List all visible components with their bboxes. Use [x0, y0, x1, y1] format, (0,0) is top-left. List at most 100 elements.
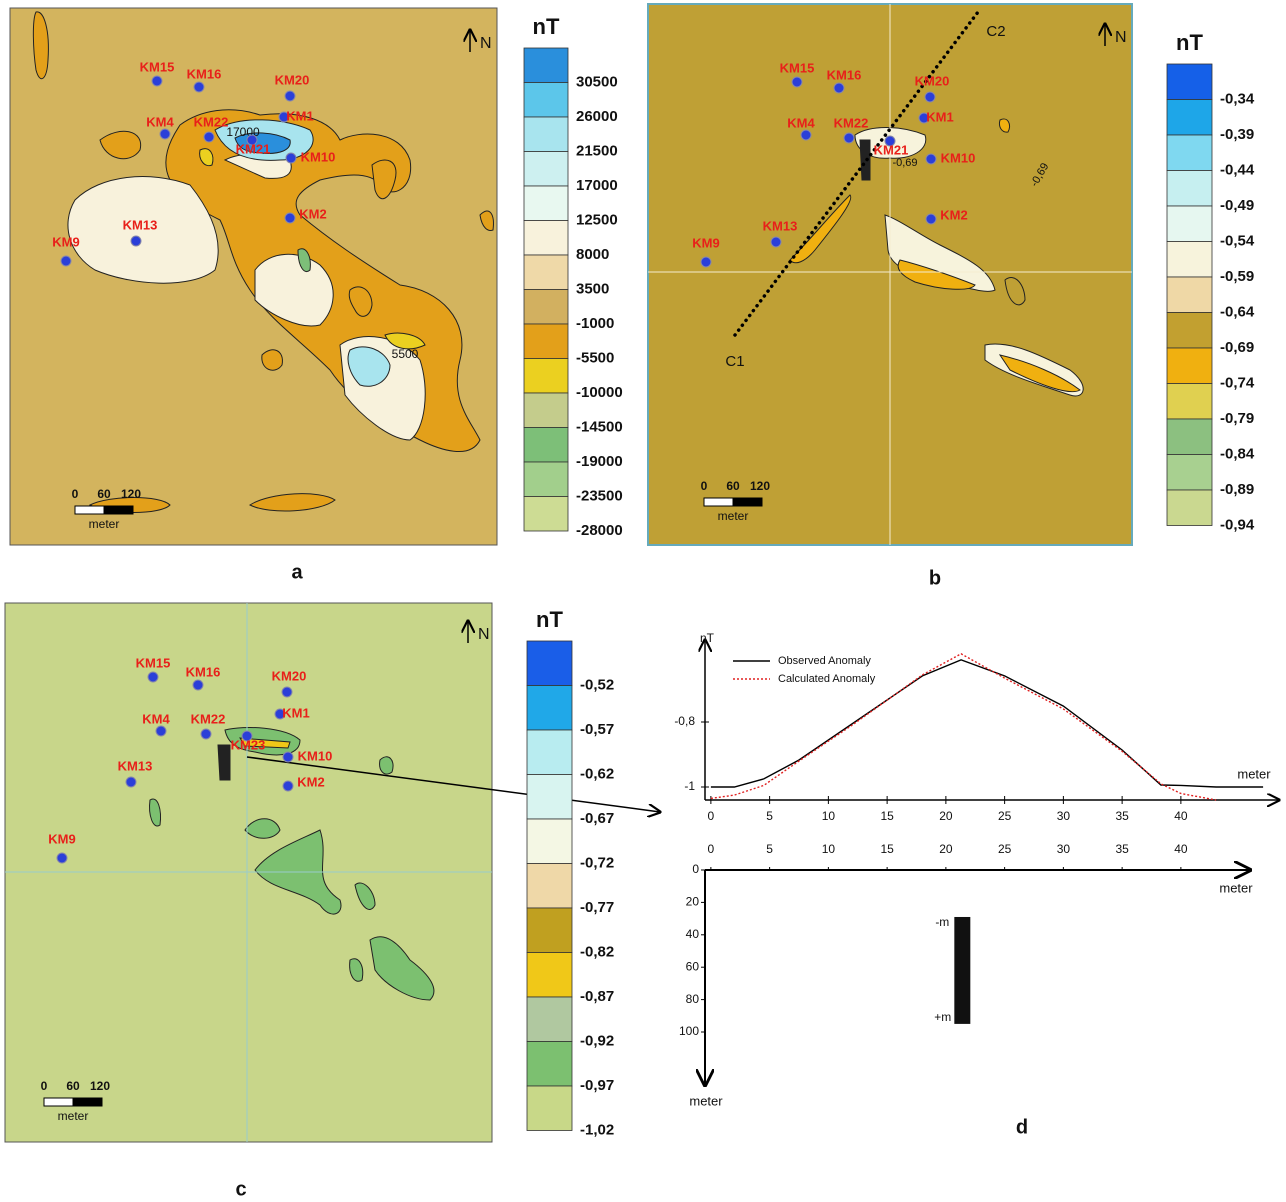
colorbar-label: -0,77 — [580, 899, 614, 916]
x-tick-label: 40 — [1174, 809, 1188, 823]
section-x-tick-label: 25 — [998, 842, 1012, 856]
station-label: KM15 — [140, 59, 175, 74]
colorbar-swatch — [527, 730, 572, 775]
section-x-tick-label: 30 — [1057, 842, 1071, 856]
colorbar-label: -1000 — [576, 315, 614, 332]
station-dot — [160, 129, 170, 139]
section-y-tick-label: 60 — [686, 959, 700, 973]
section-x-tick-label: 0 — [708, 842, 715, 856]
station-dot — [201, 729, 211, 739]
colorbar-label: -0,44 — [1220, 161, 1255, 178]
colorbar-label: -0,57 — [580, 721, 614, 738]
station-label: KM9 — [48, 831, 75, 846]
section-y-tick-label: 40 — [686, 927, 700, 941]
station-dot — [152, 76, 162, 86]
scale-label: 60 — [66, 1079, 80, 1093]
contour-label: 5500 — [392, 347, 419, 361]
x-tick-label: 5 — [766, 809, 773, 823]
colorbar-swatch — [1167, 490, 1212, 526]
colorbar-swatch — [527, 908, 572, 953]
x-tick-label: 25 — [998, 809, 1012, 823]
station-dot — [834, 83, 844, 93]
scale-label: 60 — [726, 479, 740, 493]
station-dot — [61, 256, 71, 266]
station-label: KM1 — [926, 109, 953, 124]
colorbar-swatch — [1167, 277, 1212, 313]
panel-letter: b — [929, 567, 941, 589]
station-dot — [792, 77, 802, 87]
station-label: KM16 — [827, 67, 862, 82]
colorbar-swatch — [1167, 100, 1212, 136]
colorbar-label: -0,59 — [1220, 268, 1254, 285]
north-label: N — [478, 626, 490, 643]
station-dot — [126, 777, 136, 787]
colorbar-label: -5500 — [576, 349, 614, 366]
colorbar-label: -0,49 — [1220, 197, 1254, 214]
station-dot — [926, 154, 936, 164]
colorbar-swatch — [527, 819, 572, 864]
station-label: KM21 — [236, 141, 271, 156]
colorbar-swatch — [524, 48, 568, 83]
colorbar-swatch — [524, 117, 568, 152]
panel-letter: c — [235, 1178, 246, 1200]
colorbar-label: -10000 — [576, 384, 623, 401]
colorbar-swatch — [524, 290, 568, 325]
station-label: KM21 — [874, 142, 909, 157]
source-body — [954, 917, 970, 1024]
station-label: KM23 — [231, 737, 266, 752]
north-label: N — [480, 35, 492, 52]
station-label: KM9 — [52, 234, 79, 249]
station-label: KM15 — [136, 655, 171, 670]
anomaly-contour — [262, 350, 283, 370]
section-x-tick-label: 15 — [880, 842, 894, 856]
colorbar-label: 12500 — [576, 211, 618, 228]
station-dot — [926, 214, 936, 224]
station-label: KM1 — [286, 108, 313, 123]
colorbar-label: -0,72 — [580, 854, 614, 871]
y-axis-label: nT — [700, 631, 715, 645]
colorbar-swatch — [524, 497, 568, 532]
scale-bar — [704, 498, 733, 506]
station-label: KM2 — [297, 774, 324, 789]
colorbar-unit: nT — [536, 607, 563, 632]
colorbar-label: -23500 — [576, 487, 623, 504]
section-x-tick-label: 5 — [766, 842, 773, 856]
colorbar-label: -0,79 — [1220, 410, 1254, 427]
section-x-tick-label: 35 — [1115, 842, 1129, 856]
station-label: KM20 — [275, 72, 310, 87]
station-dot — [148, 672, 158, 682]
colorbar-swatch — [1167, 64, 1212, 100]
station-dot — [283, 752, 293, 762]
colorbar-swatch — [524, 462, 568, 497]
panel-letter: d — [1016, 1116, 1028, 1138]
station-label: KM15 — [780, 60, 815, 75]
contour-label: -0,69 — [892, 157, 917, 169]
y-tick-label: -0,8 — [674, 714, 695, 728]
colorbar-unit: nT — [1176, 30, 1203, 55]
x-tick-label: 15 — [880, 809, 894, 823]
scale-label: 120 — [121, 487, 141, 501]
colorbar-swatch — [524, 393, 568, 428]
station-label: KM4 — [146, 114, 174, 129]
station-label: KM9 — [692, 235, 719, 250]
scale-label: 60 — [97, 487, 111, 501]
station-label: KM13 — [763, 218, 798, 233]
colorbar-label: -0,62 — [580, 765, 614, 782]
station-dot — [194, 82, 204, 92]
section-y-tick-label: 80 — [686, 992, 700, 1006]
figure: C1 C2 17000 5500 -0,69 -0,69 a b c d KM1… — [0, 0, 1286, 1202]
station-label: KM16 — [187, 66, 222, 81]
scale-label: 0 — [72, 487, 79, 501]
scale-label: 120 — [90, 1079, 110, 1093]
colorbar-label: 21500 — [576, 142, 618, 159]
colorbar-label: -0,89 — [1220, 481, 1254, 498]
station-dot — [204, 132, 214, 142]
scale-bar — [44, 1098, 73, 1106]
colorbar-label: -0,87 — [580, 988, 614, 1005]
colorbar-swatch — [527, 953, 572, 998]
legend-label: Calculated Anomaly — [778, 673, 876, 685]
north-label: N — [1115, 29, 1127, 46]
colorbar-swatch — [527, 864, 572, 909]
station-dot — [285, 213, 295, 223]
station-label: KM13 — [118, 758, 153, 773]
